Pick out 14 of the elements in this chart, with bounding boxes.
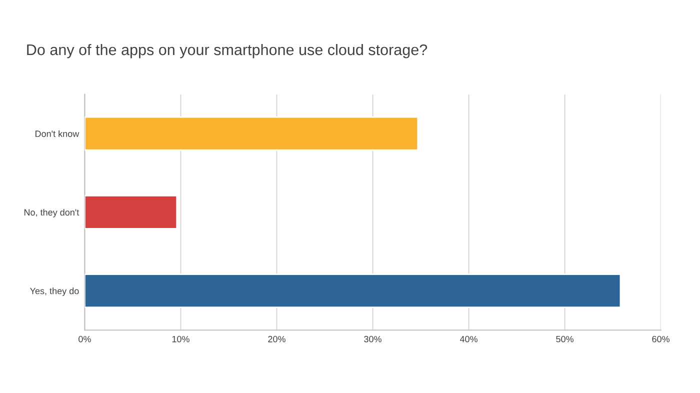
y-tick-label: Yes, they do [30,288,79,296]
y-tick-label: No, they don't [24,208,80,218]
bar [84,274,622,308]
x-tick-label: 10% [172,336,190,342]
x-tick-label: 40% [460,336,478,342]
x-tick-label: 0% [78,336,91,342]
x-tick-label: 60% [652,336,670,342]
x-tick-label: 20% [268,336,286,342]
bar [84,195,178,230]
x-tick-label: 50% [556,336,574,342]
x-tick-label: 30% [364,336,382,342]
y-tick-label: Don't know [36,130,80,137]
bar [84,116,419,151]
chart-title: Do any of the apps on your smartphone use cloud storage? [27,44,428,58]
